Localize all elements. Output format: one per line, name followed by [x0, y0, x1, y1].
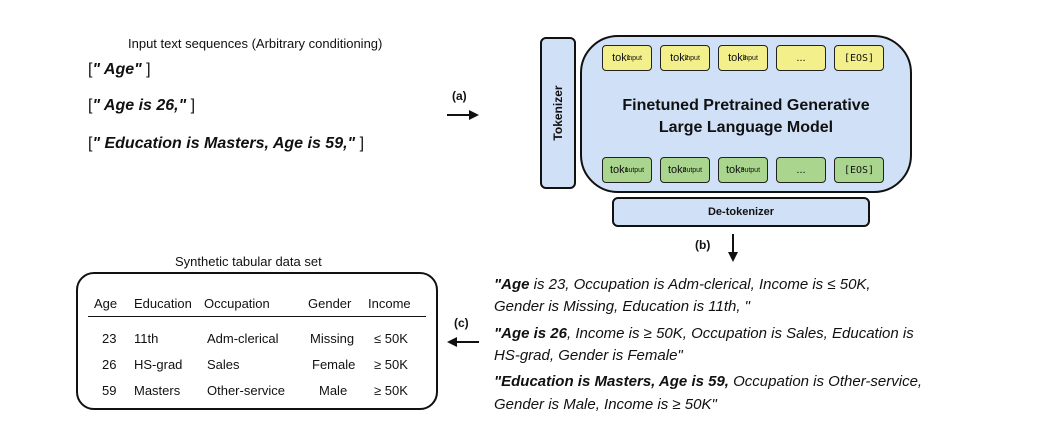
table-row-1-gender: Missing — [310, 331, 355, 346]
input-caption: Input text sequences (Arbitrary conditio… — [128, 36, 383, 51]
table-row-2-income: ≥ 50K — [374, 357, 408, 372]
output-token-eos: [EOS] — [834, 157, 884, 183]
table-row-1-income: ≤ 50K — [374, 331, 408, 346]
table-header-income: Income — [368, 296, 411, 311]
table-header-age: Age — [94, 296, 118, 311]
arrow-b-label: (b) — [695, 238, 711, 252]
output-line-3: "Age is 26, Income is ≥ 50K, Occupation … — [494, 325, 914, 342]
output-line-2: Gender is Missing, Education is 11th, " — [494, 298, 751, 315]
table-header-gender: Gender — [308, 296, 352, 311]
table-row-1-age: 23 — [102, 331, 117, 346]
table-caption: Synthetic tabular data set — [175, 254, 322, 269]
arrow-a-icon — [447, 110, 479, 120]
input-token-1: tok 1 input — [602, 45, 652, 71]
tokenizer-label: Tokenizer — [551, 85, 565, 141]
input-token-2: tok 2 input — [660, 45, 710, 71]
table-row-3-age: 59 — [102, 383, 117, 398]
arrow-b-icon — [728, 234, 738, 262]
table-header-occupation: Occupation — [204, 296, 270, 311]
input-token-3: tok 3 input — [718, 45, 768, 71]
output-token-2: tok 2 output — [660, 157, 710, 183]
table-row-2-gender: Female — [312, 357, 356, 372]
input-token-eos: [EOS] — [834, 45, 884, 71]
table-row-3-gender: Male — [319, 383, 348, 398]
llm-title: Finetuned Pretrained Generative Large La… — [622, 97, 870, 136]
tokenizer-block: Tokenizer — [540, 37, 576, 189]
output-token-3: tok 3 output — [718, 157, 768, 183]
detokenizer-block: De-tokenizer — [612, 197, 870, 227]
input-token-ellipsis: ... — [776, 45, 826, 71]
table-row-1-occupation: Adm-clerical — [207, 331, 279, 346]
table-row-3-education: Masters — [134, 383, 181, 398]
table-row-3-occupation: Other-service — [207, 383, 286, 398]
output-line-1: "Age is 23, Occupation is Adm-clerical, … — [494, 276, 871, 293]
table-row-1-education: 11th — [134, 331, 159, 346]
arrow-a-label: (a) — [452, 89, 467, 103]
input-sequence-3: [" Education is Masters, Age is 59," ] — [88, 135, 365, 152]
output-token-1: tok 1 output — [602, 157, 652, 183]
table-row-3-income: ≥ 50K — [374, 383, 408, 398]
output-line-6: Gender is Male, Income is ≥ 50K" — [494, 396, 717, 413]
arrow-c-icon — [447, 337, 479, 347]
table-row-2-occupation: Sales — [207, 357, 240, 372]
output-line-4: HS-grad, Gender is Female" — [494, 347, 683, 364]
input-sequence-1: [" Age" ] — [88, 61, 151, 78]
table-box: Age Education Occupation Gender Income 2… — [76, 272, 438, 410]
table-row-2-education: HS-grad — [134, 357, 183, 372]
input-sequence-2: [" Age is 26," ] — [88, 97, 196, 114]
table-divider — [88, 316, 426, 317]
output-line-5: "Education is Masters, Age is 59, Occupa… — [494, 373, 923, 390]
llm-block: tok 1 input tok 2 input tok 3 input ... [EOS] … — [580, 35, 912, 193]
output-token-ellipsis: ... — [776, 157, 826, 183]
table-row-2-age: 26 — [102, 357, 117, 372]
table-header-education: Education — [134, 296, 192, 311]
arrow-c-label: (c) — [454, 316, 469, 330]
